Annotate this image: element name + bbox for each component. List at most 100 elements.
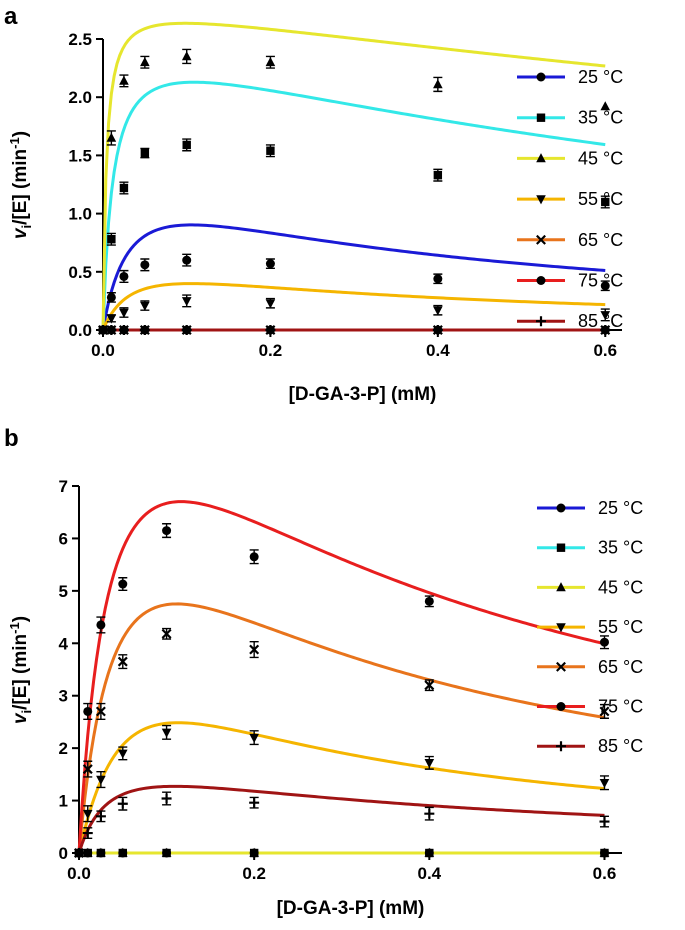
fit-curve: [101, 21, 606, 331]
y-axis-title-part: -1: [7, 622, 22, 634]
data-point: [424, 596, 434, 606]
legend-label: 45 °C: [578, 148, 623, 168]
data-point: [106, 314, 117, 324]
data-point: [95, 706, 106, 717]
data-point: [107, 235, 116, 244]
data-point: [599, 637, 609, 647]
data-point: [424, 847, 435, 857]
data-point: [98, 325, 108, 335]
data-point: [96, 847, 106, 857]
y-tick-label: 6: [59, 529, 68, 548]
data-point: [424, 680, 435, 691]
legend-label: 75 °C: [598, 697, 643, 717]
data-point: [139, 325, 150, 335]
data-point: [600, 281, 610, 291]
panel-b-chart: b 0 1 2 3 4 5 6 7 0.0 0.2 0.4 0.6 [D-GA-3-P] (mM) vi/…: [4, 425, 643, 919]
data-point: [95, 811, 106, 822]
y-axis-title: vi/[E] (min-1): [7, 131, 34, 239]
y-tick-label: 4: [59, 634, 69, 653]
legend-marker: [556, 582, 566, 592]
fit-curve: [101, 80, 606, 331]
data-point: [249, 847, 259, 857]
data-point: [265, 325, 276, 335]
data-point: [119, 271, 129, 281]
data-point: [599, 778, 610, 789]
x-tick-label: 0.4: [426, 341, 450, 360]
legend-label: 55 °C: [578, 189, 623, 209]
y-tick-label: 0.5: [68, 263, 92, 282]
y-tick-label: 1: [59, 792, 68, 811]
y-tick-label: 7: [59, 477, 68, 496]
data-point: [140, 56, 150, 67]
data-point: [599, 706, 610, 717]
x-tick-label: 0.2: [242, 864, 266, 883]
panel-b-letter: b: [4, 425, 19, 452]
data-point: [74, 848, 84, 858]
fit-curve: [77, 784, 605, 854]
data-point: [181, 325, 192, 335]
x-tick-label: 0.6: [593, 341, 617, 360]
data-point: [117, 656, 128, 667]
y-axis-title-part: v: [10, 712, 31, 724]
y-axis-title-part: /[E] (min: [10, 634, 31, 710]
y-tick-label: 1.0: [68, 205, 92, 224]
legend-label: 75 °C: [578, 271, 623, 291]
y-tick-label: 0.0: [68, 321, 92, 340]
data-point: [600, 311, 611, 321]
data-point: [182, 140, 191, 150]
y-axis-title-part: i: [19, 225, 34, 229]
legend-marker: [536, 113, 546, 122]
legend-marker: [536, 72, 546, 82]
y-tick-label: 5: [59, 582, 68, 601]
legend-marker: [536, 195, 546, 205]
legend-marker: [536, 276, 546, 285]
data-point: [161, 793, 172, 804]
legend-label: 35 °C: [598, 538, 643, 558]
data-point: [82, 764, 93, 775]
legend-label: 45 °C: [598, 577, 643, 597]
data-point: [181, 297, 192, 307]
x-axis-title: [D-GA-3-P] (mM): [289, 384, 437, 405]
data-point: [161, 847, 172, 857]
panel-a-letter: a: [4, 3, 18, 30]
data-point: [424, 759, 435, 769]
legend-marker: [556, 543, 566, 552]
data-point: [433, 170, 443, 180]
y-axis-title-part: /[E] (min: [10, 149, 31, 225]
data-point: [82, 847, 93, 857]
fit-curve: [77, 500, 605, 854]
data-point: [119, 183, 129, 193]
data-point: [140, 301, 150, 311]
y-axis-title-part: ): [10, 616, 31, 622]
legend-label: 85 °C: [578, 311, 623, 331]
fit-curve: [101, 223, 606, 331]
data-point: [181, 51, 192, 61]
legend-label: 85 °C: [598, 736, 643, 756]
y-axis-title-part: ): [10, 131, 31, 137]
data-point: [249, 552, 259, 562]
legend-marker: [556, 623, 566, 633]
data-point: [249, 797, 260, 808]
legend-label: 65 °C: [578, 230, 623, 250]
y-axis-title-part: i: [19, 710, 34, 714]
data-point: [117, 798, 128, 809]
data-point: [265, 299, 276, 309]
legend-marker: [556, 503, 566, 513]
legend-label: 35 °C: [578, 108, 623, 128]
legend-marker: [536, 234, 546, 245]
data-point: [599, 816, 610, 827]
fit-curve: [77, 721, 605, 854]
y-tick-label: 3: [59, 687, 68, 706]
y-tick-label: 0: [59, 844, 68, 863]
data-point: [600, 101, 611, 111]
fit-curve: [77, 602, 605, 854]
data-point: [600, 325, 611, 335]
data-point: [424, 808, 435, 819]
y-tick-label: 2.5: [68, 30, 92, 49]
legend-label: 55 °C: [598, 617, 643, 637]
legend-marker: [556, 702, 566, 711]
data-point: [140, 148, 150, 158]
data-point: [249, 733, 259, 743]
x-tick-label: 0.2: [259, 341, 283, 360]
